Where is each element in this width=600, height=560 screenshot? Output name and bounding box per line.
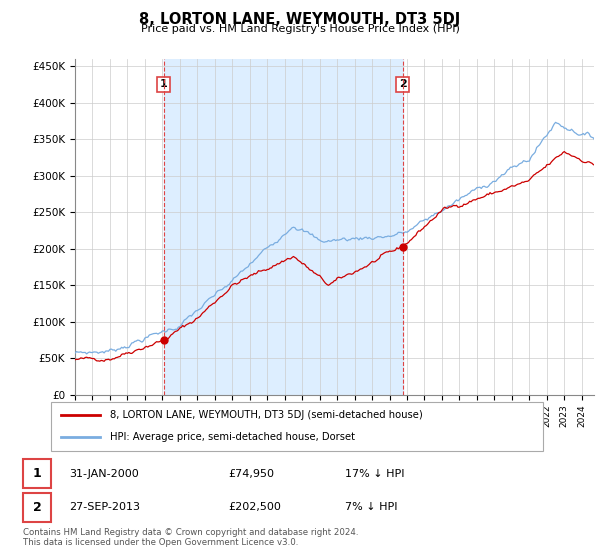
Text: £202,500: £202,500 — [228, 502, 281, 512]
FancyBboxPatch shape — [23, 459, 51, 488]
Text: 1: 1 — [160, 80, 167, 90]
Text: 7% ↓ HPI: 7% ↓ HPI — [345, 502, 398, 512]
Text: 1: 1 — [33, 467, 41, 480]
Text: 8, LORTON LANE, WEYMOUTH, DT3 5DJ (semi-detached house): 8, LORTON LANE, WEYMOUTH, DT3 5DJ (semi-… — [110, 410, 423, 420]
Text: 8, LORTON LANE, WEYMOUTH, DT3 5DJ: 8, LORTON LANE, WEYMOUTH, DT3 5DJ — [139, 12, 461, 27]
Text: 17% ↓ HPI: 17% ↓ HPI — [345, 469, 404, 479]
Text: HPI: Average price, semi-detached house, Dorset: HPI: Average price, semi-detached house,… — [110, 432, 355, 442]
Text: £74,950: £74,950 — [228, 469, 274, 479]
FancyBboxPatch shape — [23, 493, 51, 522]
FancyBboxPatch shape — [51, 402, 543, 451]
Text: 2: 2 — [399, 80, 407, 90]
Text: 27-SEP-2013: 27-SEP-2013 — [69, 502, 140, 512]
Text: Contains HM Land Registry data © Crown copyright and database right 2024.: Contains HM Land Registry data © Crown c… — [23, 528, 358, 536]
Text: This data is licensed under the Open Government Licence v3.0.: This data is licensed under the Open Gov… — [23, 538, 298, 547]
Bar — [164, 59, 403, 395]
Text: 31-JAN-2000: 31-JAN-2000 — [69, 469, 139, 479]
Text: 2: 2 — [33, 501, 41, 514]
Text: Price paid vs. HM Land Registry's House Price Index (HPI): Price paid vs. HM Land Registry's House … — [140, 24, 460, 34]
